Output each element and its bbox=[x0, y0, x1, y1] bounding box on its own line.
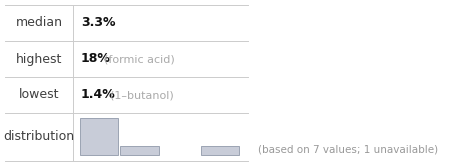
Text: highest: highest bbox=[16, 52, 62, 65]
Text: 3.3%: 3.3% bbox=[81, 17, 116, 29]
Text: 1.4%: 1.4% bbox=[81, 88, 116, 102]
Text: (1–butanol): (1–butanol) bbox=[110, 90, 174, 100]
Text: median: median bbox=[15, 17, 63, 29]
Bar bbox=[201, 146, 239, 155]
Bar bbox=[80, 118, 118, 155]
Text: (based on 7 values; 1 unavailable): (based on 7 values; 1 unavailable) bbox=[258, 144, 438, 154]
Text: (formic acid): (formic acid) bbox=[104, 54, 174, 64]
Text: 18%: 18% bbox=[81, 52, 111, 65]
Bar bbox=[120, 146, 158, 155]
Text: distribution: distribution bbox=[4, 131, 75, 144]
Text: lowest: lowest bbox=[19, 88, 59, 102]
